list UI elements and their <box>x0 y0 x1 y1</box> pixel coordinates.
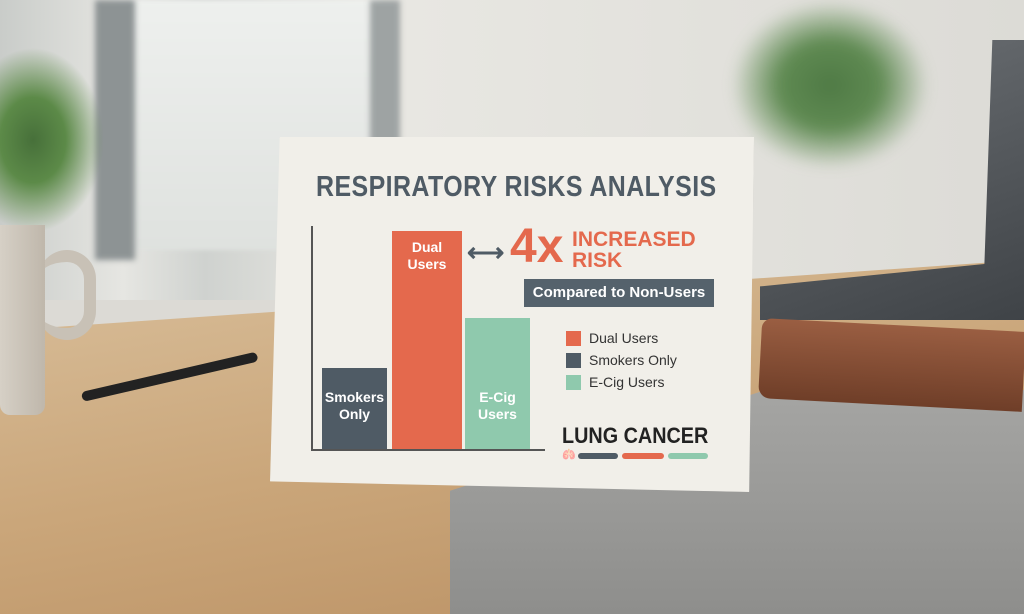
legend-label: Smokers Only <box>589 352 677 368</box>
lung-cancer-label: LUNG CANCER <box>562 423 709 448</box>
card-title: RESPIRATORY RISKS ANALYSIS <box>316 171 717 203</box>
bar-label: Dual <box>411 239 443 255</box>
bar-label: Users <box>478 405 517 422</box>
footer-strip <box>668 453 708 459</box>
increased-risk-label: INCREASED RISK <box>572 229 696 271</box>
mug-handle <box>38 250 96 340</box>
legend-swatch <box>566 374 581 390</box>
bar-label: E-Cig <box>479 388 516 405</box>
increased-text: INCREASED <box>572 228 696 251</box>
footer-strip <box>578 453 618 459</box>
comparison-banner: Compared to Non-Users <box>524 279 714 307</box>
legend-label: E-Cig Users <box>589 374 665 390</box>
legend-item: Smokers Only <box>566 352 677 368</box>
chart-card: RESPIRATORY RISKS ANALYSIS Smokers Only Du… <box>270 137 754 492</box>
legend-item: E-Cig Users <box>566 374 664 390</box>
risk-text: RISK <box>572 249 623 272</box>
bar-0: Smokers Only <box>322 368 387 449</box>
bar-2: E-Cig Users <box>465 318 530 449</box>
bar-label: Only <box>338 405 371 422</box>
legend-label: Dual Users <box>589 330 659 346</box>
leather-notebook <box>758 318 1024 412</box>
y-axis <box>311 226 313 451</box>
bar-label: Users <box>407 256 447 272</box>
legend-swatch <box>566 330 581 346</box>
potted-plant <box>0 40 110 240</box>
x-axis <box>311 449 545 451</box>
double-arrow-icon: ⟷ <box>467 237 505 267</box>
risk-multiplier: 4x <box>510 220 564 273</box>
bar-1: Dual Users <box>392 231 462 449</box>
bar-label: Smokers <box>324 388 385 405</box>
legend-item: Dual Users <box>566 330 658 346</box>
footer-strip <box>622 453 664 459</box>
background-plant <box>730 0 930 170</box>
legend-swatch <box>566 352 581 368</box>
lungs-icon: 🫁 <box>562 449 576 461</box>
mug <box>0 225 45 415</box>
